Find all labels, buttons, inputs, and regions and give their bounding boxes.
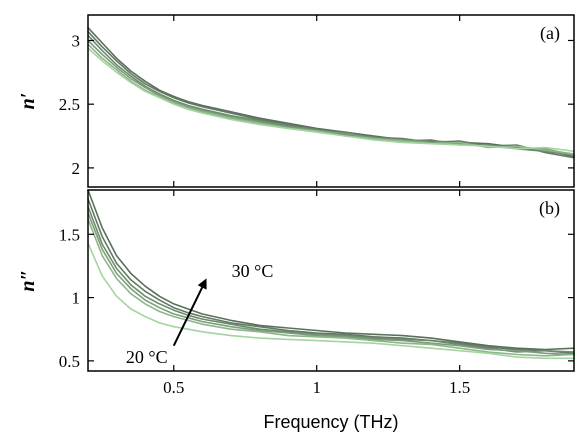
panel-b-xtick-label: 1.5: [449, 378, 470, 397]
panel-b-series-line-4: [87, 212, 575, 356]
panel-b-xtick-label: 0.5: [163, 378, 184, 397]
panel-a-frame: [87, 14, 575, 188]
panel-b-series-line-5: [87, 218, 575, 357]
panel-b-ticks: 0.5 1 1.5 0.5 1 1.5: [59, 190, 574, 397]
panel-a-series-line-6: [87, 47, 575, 153]
panel-a-ytick-label: 2: [72, 159, 81, 178]
x-axis-label: Frequency (THz): [263, 412, 398, 432]
temperature-arrow: [172, 280, 207, 347]
panel-b-tag: (b): [539, 198, 560, 219]
panel-b-series: [87, 189, 575, 360]
panel-a-series: [87, 26, 575, 159]
panel-a: 22.53 (a) n′: [17, 14, 575, 188]
panel-b-xtick-label: 1: [312, 378, 321, 397]
panel-b-ylabel: n″: [17, 269, 39, 291]
panel-a-ytick-label: 3: [72, 31, 81, 50]
panel-b-ytick-label: 1.5: [59, 225, 80, 244]
panel-b-series-line-2: [87, 198, 575, 355]
panel-b-series-line-1: [87, 189, 575, 351]
panel-b-series-line-6: [87, 242, 575, 360]
annotation-30c: 30 °C: [232, 261, 274, 281]
panel-a-series-line-2: [87, 30, 575, 159]
panel-b: 0.5 1 1.5 0.5 1 1.5 (b) n″ 30 °C 20 °C: [17, 189, 575, 397]
panel-a-ylabel: n′: [17, 93, 39, 110]
panel-b-ytick-label: 0.5: [59, 352, 80, 371]
temperature-arrowhead: [197, 278, 207, 290]
panel-a-ytick-label: 2.5: [59, 95, 80, 114]
panel-b-frame: [87, 189, 575, 372]
panel-a-ticks: 22.53: [59, 15, 574, 187]
panel-b-ytick-label: 1: [72, 289, 81, 308]
panel-a-tag: (a): [540, 23, 560, 44]
annotation-20c: 20 °C: [126, 347, 168, 367]
panel-b-series-line-3: [87, 205, 575, 353]
